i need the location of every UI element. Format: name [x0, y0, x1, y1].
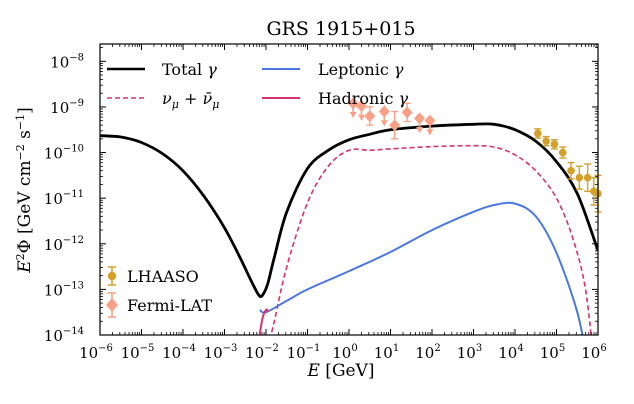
diamond-marker	[347, 97, 359, 110]
fermi-lat-point	[414, 112, 426, 134]
curves	[100, 122, 598, 335]
legend-marker-lhaaso	[107, 266, 117, 286]
diamond-marker	[389, 119, 401, 132]
x-tick-label: 10−2	[245, 343, 279, 362]
hadronic-gamma-curve	[258, 308, 269, 335]
legend-label-fermi: Fermi-LAT	[127, 296, 212, 315]
diamond-marker	[424, 114, 436, 127]
circle-marker	[558, 148, 567, 157]
fermi-lat-point	[424, 114, 436, 136]
x-tick-label: 10−3	[204, 343, 238, 362]
fermi-lat-point	[347, 97, 359, 118]
circle-marker	[575, 173, 584, 182]
lhaaso-point	[575, 165, 584, 190]
legend-bottom: LHAASO Fermi-LAT	[106, 266, 212, 318]
upper-limit-arrow-head	[426, 129, 434, 136]
fermi-lat-point	[401, 102, 413, 123]
total-gamma-curve	[100, 122, 598, 298]
circle-marker	[567, 166, 575, 175]
chart-title: GRS 1915+015	[266, 18, 415, 40]
x-tick-label: 106	[581, 343, 606, 362]
y-tick-label: 10−10	[44, 144, 84, 163]
diamond-marker	[364, 110, 376, 123]
x-tick-labels: 10−6 10−5 10−4 10−3 10−2 10−1 100 101 102 103 104 1…	[79, 343, 607, 362]
lhaaso-point	[558, 146, 567, 159]
x-tick-label: 101	[374, 343, 399, 362]
lhaaso-point	[550, 139, 559, 150]
x-tick-label: 10−1	[287, 343, 321, 362]
diamond-marker	[355, 100, 367, 113]
fermi-lat-point	[389, 110, 401, 140]
circle-marker	[550, 140, 559, 149]
data-points	[347, 97, 602, 213]
y-tick-label: 10−9	[50, 98, 84, 117]
legend-label-hadronic: Hadronic γ	[318, 89, 408, 108]
x-tick-label: 10−5	[121, 343, 155, 362]
plot-frame	[99, 43, 599, 336]
legend-top: Total γ νμ + ν̄μ Leptonic γ Hadronic γ	[107, 60, 408, 111]
legend-marker-fermi	[106, 292, 118, 318]
x-tick-label: 103	[457, 343, 482, 362]
legend-label-leptonic: Leptonic γ	[318, 60, 404, 79]
fermi-lat-point	[378, 105, 390, 127]
x-tick-label: 10−4	[162, 343, 196, 362]
fermi-lat-point	[355, 100, 367, 121]
neutrino-curve	[270, 144, 592, 335]
y-tick-label: 10−12	[44, 235, 84, 254]
circle-marker	[542, 137, 550, 145]
circle-marker	[534, 129, 542, 138]
y-tick-labels: 10−14 10−13 10−12 10−11 10−10 10−9 10−8	[44, 52, 84, 345]
x-tick-label: 100	[332, 343, 357, 362]
legend-label-lhaaso: LHAASO	[127, 267, 199, 286]
lhaaso-point	[583, 163, 592, 193]
x-tick-label: 10−6	[79, 343, 113, 362]
x-tick-label: 104	[498, 343, 523, 362]
lhaaso-point	[590, 176, 598, 206]
x-axis-label: E [GeV]	[306, 361, 374, 381]
y-tick-label: 10−14	[44, 326, 84, 345]
y-axis-label: E2Φ [GeV cm−2 s−1]	[14, 107, 35, 274]
leptonic-gamma-curve	[259, 201, 584, 335]
diamond-marker	[378, 105, 390, 118]
y-tick-label: 10−13	[44, 280, 84, 299]
upper-limit-arrow-head	[380, 120, 388, 127]
lhaaso-point	[534, 128, 542, 139]
legend-label-total: Total γ	[162, 60, 217, 79]
y-tick-label: 10−8	[50, 52, 84, 71]
circle-marker	[583, 173, 592, 182]
x-tick-label: 102	[415, 343, 440, 362]
plot-area	[99, 43, 602, 336]
diamond-marker	[401, 106, 413, 119]
lhaaso-point	[567, 161, 575, 180]
diamond-marker	[414, 112, 426, 125]
legend-label-neutrino: νμ + ν̄μ	[162, 89, 219, 111]
lhaaso-point	[542, 135, 550, 147]
fermi-lat-point	[364, 106, 376, 126]
y-tick-label: 10−11	[44, 189, 84, 208]
x-tick-label: 105	[540, 343, 565, 362]
axis-ticks	[99, 44, 599, 336]
upper-limit-arrow-head	[349, 111, 357, 118]
upper-limit-arrow-head	[357, 114, 365, 121]
upper-limit-arrow-head	[416, 127, 424, 134]
